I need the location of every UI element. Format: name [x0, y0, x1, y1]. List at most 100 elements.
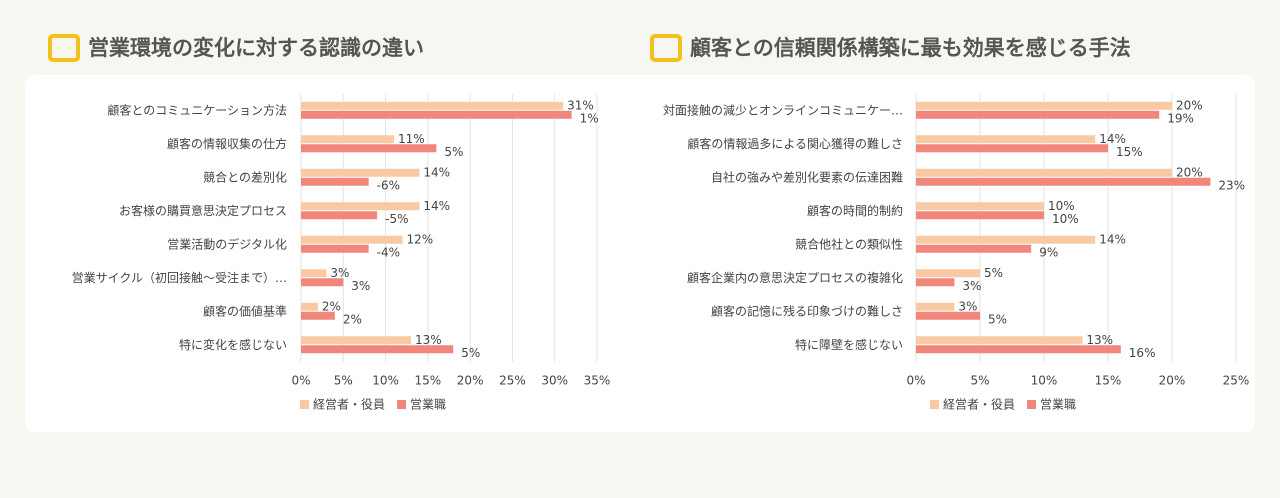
y-tick-label: 顧客の時間的制約: [807, 203, 903, 218]
x-tick-label: 20%: [1159, 374, 1186, 388]
bar: [916, 235, 1096, 244]
chart-title: 営業環境の変化に対する認識の違い: [88, 36, 424, 60]
data-label: 2%: [343, 312, 362, 326]
data-label: 5%: [461, 346, 480, 360]
data-label: 23%: [1218, 178, 1245, 192]
bar: [301, 235, 403, 244]
legend-swatch: [930, 400, 939, 409]
y-tick-label: 競合他社との類似性: [795, 236, 903, 251]
bar: [916, 101, 1172, 110]
y-tick-label: 顧客の価値基準: [203, 303, 287, 318]
bar: [916, 302, 955, 311]
y-tick-label: 特に障壁を感じない: [795, 337, 903, 352]
y-tick-label: 自社の強みや差別化要素の伝達困難: [711, 169, 903, 184]
bar: [301, 110, 572, 119]
bar: [301, 345, 454, 354]
data-label: 1%: [580, 111, 599, 125]
legend-label: 経営者・役員: [313, 397, 385, 412]
data-label: 10%: [1052, 212, 1079, 226]
data-label: -4%: [377, 245, 400, 259]
y-tick-label: 顧客の記憶に残る印象づけの難しさ: [711, 303, 903, 318]
data-label: 14%: [1099, 132, 1126, 146]
x-tick-label: 25%: [499, 374, 526, 388]
bar: [301, 211, 378, 220]
title-icon: [48, 34, 682, 62]
data-label: -5%: [385, 212, 408, 226]
bar: [916, 135, 1096, 144]
bar: [301, 269, 327, 278]
data-label: 16%: [1129, 346, 1156, 360]
data-label: 5%: [988, 312, 1007, 326]
data-label: 5%: [444, 145, 463, 159]
legend-label: 経営者・役員: [943, 397, 1015, 412]
y-tick-label: 営業サイクル（初回接触～受注まで）…: [72, 270, 287, 285]
data-label: 20%: [1176, 98, 1203, 112]
x-tick-label: 0%: [291, 374, 310, 388]
bar: [301, 311, 335, 320]
bar: [301, 202, 420, 211]
data-label: 5%: [984, 266, 1003, 280]
data-label: 13%: [415, 333, 442, 347]
data-label: 12%: [406, 232, 433, 246]
bar: [301, 144, 437, 153]
x-tick-label: 20%: [457, 374, 484, 388]
data-label: 3%: [958, 299, 977, 313]
x-tick-label: 10%: [372, 374, 399, 388]
x-tick-label: 0%: [906, 374, 925, 388]
bar: [916, 211, 1044, 220]
y-tick-label: 競合との差別化: [203, 169, 287, 184]
bar: [916, 345, 1121, 354]
bar: [916, 278, 955, 287]
bar: [916, 311, 980, 320]
bar: [301, 135, 395, 144]
chart-title: 顧客との信頼関係構築に最も効果を感じる手法: [690, 36, 1131, 60]
bar: [916, 144, 1108, 153]
bar: [301, 302, 318, 311]
data-label: 13%: [1086, 333, 1113, 347]
data-label: 3%: [351, 279, 370, 293]
data-label: 9%: [1039, 245, 1058, 259]
data-label: 14%: [423, 165, 450, 179]
bar: [916, 168, 1172, 177]
bar: [301, 177, 369, 186]
data-label: 19%: [1167, 111, 1194, 125]
y-tick-label: 顧客とのコミュニケーション方法: [107, 102, 287, 117]
data-label: 3%: [962, 279, 981, 293]
bar: [916, 244, 1032, 253]
x-tick-label: 15%: [415, 374, 442, 388]
bar: [916, 336, 1083, 345]
bar: [916, 269, 980, 278]
x-tick-label: 30%: [541, 374, 568, 388]
data-label: 3%: [330, 266, 349, 280]
x-tick-label: 5%: [334, 374, 353, 388]
y-tick-label: 顧客の情報過多による関心獲得の難しさ: [687, 136, 903, 151]
x-tick-label: 5%: [970, 374, 989, 388]
bar: [916, 110, 1160, 119]
data-label: 10%: [1048, 199, 1075, 213]
legend-swatch: [397, 400, 407, 409]
y-tick-label: 営業活動のデジタル化: [167, 236, 287, 251]
y-tick-label: 顧客企業内の意思決定プロセスの複雑化: [687, 270, 903, 285]
data-label: 14%: [1099, 232, 1126, 246]
x-tick-label: 10%: [1031, 374, 1058, 388]
bar: [301, 244, 369, 253]
legend-label: 営業職: [1040, 398, 1076, 412]
data-label: -6%: [377, 178, 400, 192]
bar: [301, 278, 344, 287]
legend-swatch: [300, 400, 309, 409]
data-label: 31%: [567, 98, 594, 112]
y-tick-label: 顧客の情報収集の仕方: [167, 136, 287, 151]
legend-label: 営業職: [410, 398, 446, 412]
card: [25, 75, 1255, 432]
data-label: 20%: [1176, 165, 1203, 179]
bar: [301, 101, 564, 110]
bar: [916, 177, 1211, 186]
x-tick-label: 15%: [1095, 374, 1122, 388]
x-tick-label: 25%: [1223, 374, 1250, 388]
data-label: 2%: [322, 299, 341, 313]
y-tick-label: 対面接触の減少とオンラインコミュニケー…: [663, 102, 903, 117]
data-label: 11%: [398, 132, 425, 146]
y-tick-label: 特に変化を感じない: [179, 337, 287, 352]
